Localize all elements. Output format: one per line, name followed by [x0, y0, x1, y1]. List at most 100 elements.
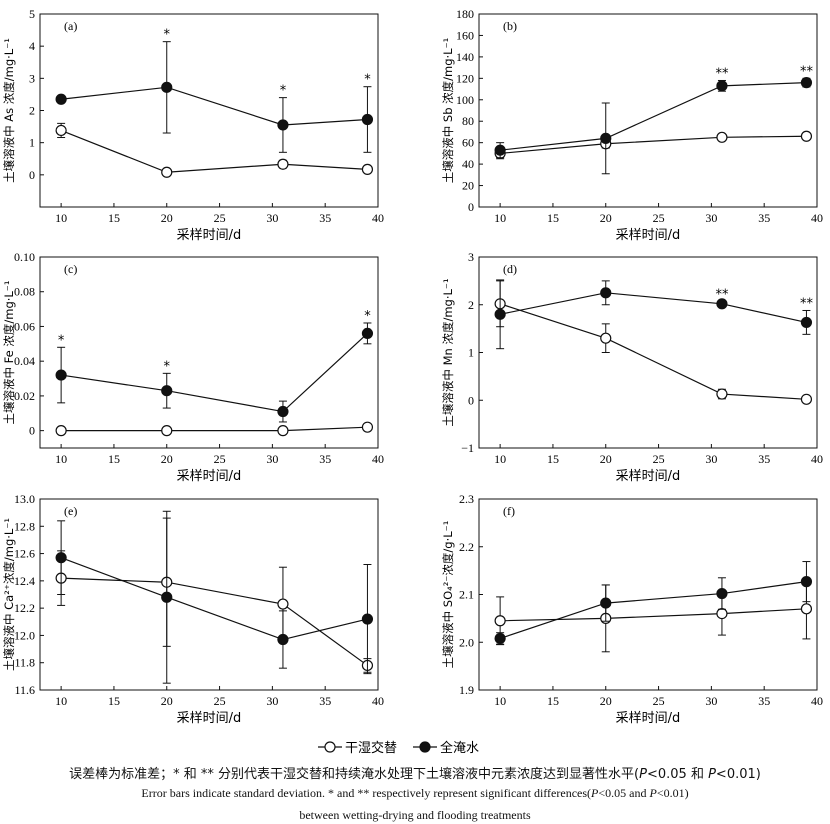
x-tick-label: 15 [547, 211, 559, 225]
x-axis-label: 采样时间/d [177, 228, 242, 243]
x-tick-label: 15 [547, 452, 559, 466]
data-point [277, 158, 289, 170]
data-point [55, 425, 67, 437]
plot-frame [39, 256, 379, 449]
y-tick-label: 1 [468, 346, 474, 360]
y-tick-label: 140 [456, 50, 474, 64]
caption-chinese: 误差棒为标准差；* 和 ** 分别代表干湿交替和持续淹水处理下土壤溶液中元素浓度… [69, 767, 761, 782]
y-tick-label: 0 [468, 393, 474, 407]
data-point [800, 576, 813, 588]
y-tick-label: 11.6 [14, 683, 35, 697]
data-point [716, 298, 728, 310]
data-point [361, 613, 374, 625]
y-tick-label: 160 [456, 28, 474, 42]
series-line [60, 557, 368, 641]
data-point [277, 425, 289, 437]
data-point [716, 131, 728, 143]
y-tick-label: 2 [29, 104, 35, 118]
series-flooding [55, 41, 374, 153]
panel-label: (c) [64, 262, 77, 276]
data-point [55, 552, 67, 564]
y-tick-label: 100 [456, 93, 474, 107]
legend-marker-dry-wet [324, 741, 336, 753]
x-tick-label: 30 [266, 211, 278, 225]
y-tick-label: 4 [29, 39, 35, 53]
significance-marker: ** [800, 296, 814, 311]
y-tick-label: 40 [462, 157, 474, 171]
legend-label-flooding: 全淹水 [440, 740, 479, 756]
y-tick-label: 0.08 [14, 285, 35, 299]
series-line [60, 129, 368, 173]
series-line [499, 303, 807, 400]
data-point [161, 81, 173, 93]
x-tick-label: 15 [547, 694, 559, 708]
data-point [716, 607, 728, 620]
y-tick-label: 20 [462, 179, 474, 193]
data-point [361, 163, 374, 175]
series-dry-wet [55, 122, 374, 178]
x-tick-label: 10 [55, 694, 67, 708]
data-point [494, 615, 506, 627]
x-tick-label: 10 [55, 211, 67, 225]
series-line [61, 426, 368, 432]
data-point [800, 77, 813, 89]
series-line [500, 292, 807, 324]
panel-label: (b) [503, 19, 517, 33]
x-tick-label: 20 [600, 452, 612, 466]
chart-panel-3: 10 15 20 25 30 35 40 0 0.02 0.04 0.06 0.08 0.10 采样时间/… [2, 250, 384, 484]
x-axis-label: 采样时间/d [616, 228, 681, 243]
series-line [500, 135, 807, 154]
x-tick-label: 35 [758, 211, 770, 225]
x-tick-label: 20 [161, 452, 173, 466]
y-tick-label: 180 [456, 7, 474, 21]
panel-label: (f) [503, 504, 515, 518]
significance-marker: ** [715, 66, 729, 81]
x-tick-label: 40 [811, 694, 823, 708]
x-tick-label: 15 [108, 452, 120, 466]
y-tick-label: 0 [29, 168, 35, 182]
data-point [277, 405, 289, 418]
x-tick-label: 25 [214, 452, 226, 466]
x-tick-label: 15 [108, 694, 120, 708]
data-point [277, 598, 289, 610]
y-tick-label: 11.8 [14, 656, 35, 670]
series-line [61, 86, 368, 126]
data-point [600, 132, 612, 144]
x-axis-label: 采样时间/d [616, 469, 681, 484]
series-flooding [55, 510, 374, 684]
legend: 干湿交替 全淹水 [318, 740, 479, 756]
y-tick-label: 2 [468, 298, 474, 312]
x-tick-label: 30 [705, 452, 717, 466]
x-tick-label: 10 [494, 694, 506, 708]
panel-label: (a) [64, 19, 77, 33]
y-tick-label: 1 [29, 136, 35, 150]
y-tick-label: 0.04 [14, 354, 35, 368]
data-point [161, 425, 173, 437]
data-point [361, 327, 374, 339]
plot-frame [478, 13, 818, 208]
y-tick-label: 0.02 [14, 389, 35, 403]
x-tick-label: 10 [55, 452, 67, 466]
significance-marker: * [164, 28, 171, 43]
chart-panel-1: 10 15 20 25 30 35 40 0 1 2 3 4 5 采样时间/d 土壤溶液中 As 浓度/mg… [2, 7, 384, 243]
series-dry-wet [55, 421, 374, 437]
x-tick-label: 30 [266, 694, 278, 708]
x-tick-label: 40 [811, 452, 823, 466]
panel-label: (d) [503, 262, 517, 276]
y-tick-label: 2.0 [459, 635, 474, 649]
x-axis-label: 采样时间/d [177, 711, 242, 726]
x-tick-label: 30 [705, 694, 717, 708]
significance-marker: ** [715, 287, 729, 302]
plot-frame [478, 498, 818, 691]
x-tick-label: 10 [494, 452, 506, 466]
series-flooding [494, 77, 813, 175]
data-point [800, 393, 813, 405]
x-tick-label: 40 [372, 694, 384, 708]
series-flooding [494, 279, 813, 350]
significance-marker: * [364, 73, 371, 88]
y-tick-label: 5 [29, 7, 35, 21]
y-tick-label: 3 [29, 71, 35, 85]
y-tick-label: 12.8 [14, 519, 35, 533]
x-tick-label: 30 [705, 211, 717, 225]
